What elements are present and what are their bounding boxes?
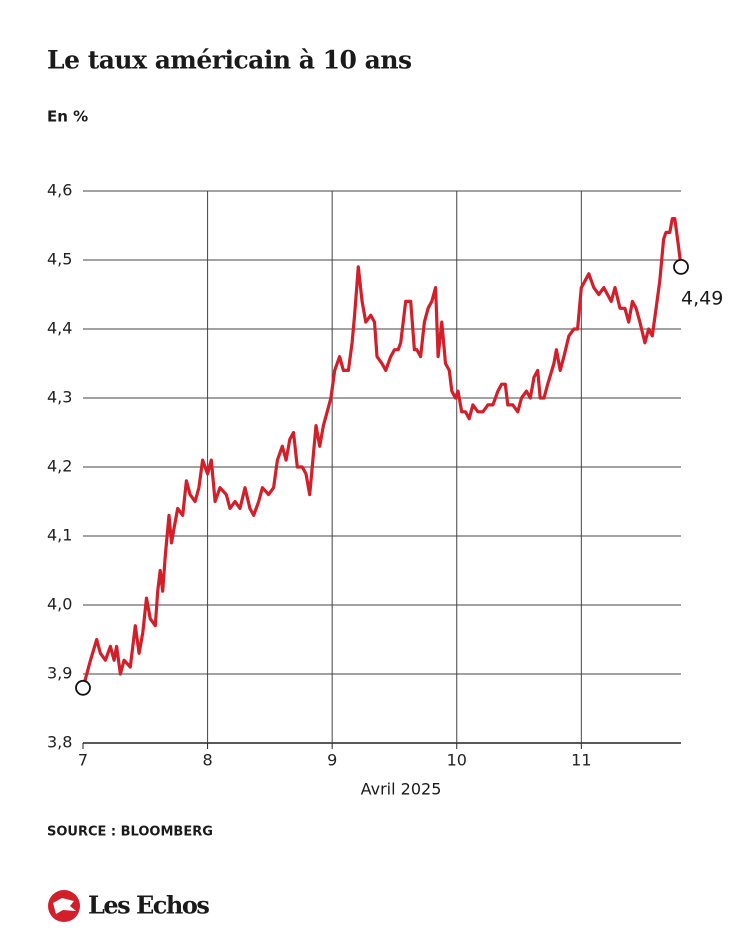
y-tick-label: 4,4 (47, 319, 72, 338)
x-tick-label: 9 (327, 751, 337, 770)
y-tick-label: 3,8 (47, 733, 72, 752)
x-tick-label: 11 (571, 751, 591, 770)
y-tick-label: 4,0 (47, 595, 72, 614)
y-tick-label: 4,2 (47, 457, 72, 476)
x-tick-label: 7 (78, 751, 88, 770)
annotation: 4,49 (681, 287, 723, 309)
brand-name: Les Echos (88, 891, 209, 920)
x-tick-label: 8 (202, 751, 212, 770)
y-tick-label: 4,6 (47, 181, 72, 200)
y-tick-label: 4,3 (47, 388, 72, 407)
chart-subtitle: En % (47, 108, 88, 126)
y-tick-label: 4,5 (47, 250, 72, 269)
logo-icon (53, 898, 76, 914)
end-marker (673, 258, 689, 275)
y-tick-label: 4,1 (47, 526, 72, 545)
data-line (81, 217, 683, 689)
x-tick-label: 10 (447, 751, 467, 770)
plot-area: 3,8 3,9 4,0 4,1 4,2 4,3 4,4 4,5 4,6 7 8 9 10 11 4,49 (47, 181, 723, 770)
x-axis-label: Avril 2025 (361, 780, 442, 799)
y-tick-label: 3,9 (47, 664, 72, 683)
chart-title: Le taux américain à 10 ans (47, 46, 412, 75)
source: SOURCE : BLOOMBERG (47, 825, 213, 840)
brand-logo: Les Echos (48, 890, 211, 922)
end-marker (75, 679, 91, 696)
